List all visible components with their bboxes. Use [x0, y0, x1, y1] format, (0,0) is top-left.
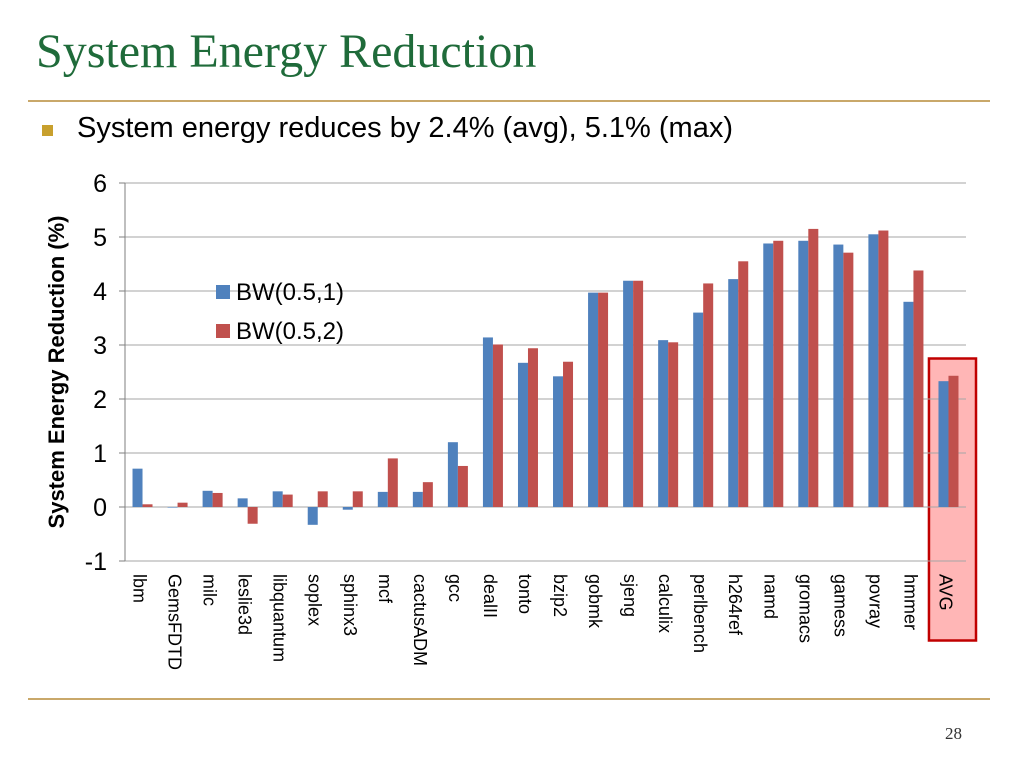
bar-series2-cactusADM [422, 482, 433, 507]
legend-label-1: BW(0.5,1) [236, 279, 344, 306]
bullet-square-icon [42, 125, 53, 136]
x-tick-label: bzip2 [550, 574, 570, 617]
bar-series2-namd [773, 240, 784, 507]
bar-series2-leslie3d [247, 507, 258, 524]
y-tick-label: 1 [93, 440, 107, 468]
x-tick-label: cactusADM [410, 574, 430, 666]
bar-series1-calculix [658, 340, 669, 507]
x-tick-label: GemsFDTD [165, 574, 185, 670]
bar-series2-soplex [317, 491, 328, 507]
bar-chart: -1 0 1 2 3 4 5 6 System Energy Reduction (%) lbm G… [44, 170, 978, 670]
bar-series1-cactusADM [412, 491, 423, 507]
y-tick-label: 5 [93, 224, 107, 252]
bar-series2-h264ref [738, 261, 749, 507]
bar-series1-gobmk [588, 292, 599, 507]
bar-series2-gobmk [598, 292, 609, 507]
x-tick-label: mcf [375, 574, 395, 604]
bullet-point: System energy reduces by 2.4% (avg), 5.1… [42, 112, 733, 145]
legend-label-2: BW(0.5,2) [236, 318, 344, 345]
bar-series2-mcf [387, 458, 398, 507]
page-number: 28 [945, 724, 962, 743]
legend-swatch-1 [216, 285, 230, 299]
bar-series2-gamess [843, 252, 854, 507]
bar-series1-libquantum [272, 491, 283, 507]
legend-swatch-2 [216, 324, 230, 338]
bar-series1-gamess [833, 244, 844, 507]
x-tick-label: tonto [515, 574, 535, 614]
x-tick-label: sjeng [620, 574, 640, 617]
bar-series2-GemsFDTD [177, 502, 188, 507]
bar-series2-lbm [142, 504, 153, 507]
y-tick-label: 0 [93, 494, 107, 522]
bar-series1-dealII [482, 337, 493, 507]
slide-title: System Energy Reduction [36, 25, 537, 78]
y-tick-label: 2 [93, 386, 107, 414]
y-tick-label: 4 [93, 278, 107, 306]
y-tick-label: 6 [93, 170, 107, 198]
x-tick-label: soplex [305, 574, 325, 626]
title-divider [28, 100, 990, 102]
x-tick-label: h264ref [725, 574, 745, 636]
bar-series1-GemsFDTD [167, 507, 178, 508]
bar-series2-libquantum [282, 494, 293, 507]
x-tick-label: lbm [130, 574, 150, 603]
bar-series1-sjeng [623, 280, 634, 507]
x-tick-label: sphinx3 [340, 574, 360, 636]
x-tick-label: hmmer [900, 574, 920, 630]
x-tick-label: milc [200, 574, 220, 606]
x-tick-label: gobmk [585, 574, 605, 629]
bar-series2-dealII [492, 344, 503, 507]
bar-series1-gcc [447, 442, 458, 507]
bar-series1-h264ref [728, 279, 739, 507]
bar-series1-povray [868, 234, 879, 508]
x-tick-label: povray [865, 574, 885, 628]
x-tick-label: dealII [480, 574, 500, 618]
y-axis-title: System Energy Reduction (%) [44, 216, 69, 529]
bar-series2-sjeng [633, 280, 644, 507]
bar-series2-calculix [668, 342, 679, 507]
y-tick-label: 3 [93, 332, 107, 360]
x-tick-label: libquantum [270, 574, 290, 662]
bar-series1-soplex [307, 507, 318, 525]
bar-series2-gromacs [808, 228, 819, 507]
bar-series2-hmmer [913, 270, 924, 507]
bar-series1-namd [763, 243, 774, 507]
x-tick-label: perlbench [690, 574, 710, 653]
bar-series2-tonto [527, 348, 538, 507]
bar-series1-hmmer [903, 301, 914, 507]
bar-series1-bzip2 [553, 376, 564, 507]
bar-series2-perlbench [703, 283, 714, 507]
bar-series1-milc [202, 490, 213, 507]
bar-series2-gcc [457, 465, 468, 507]
bullet-text: System energy reduces by 2.4% (avg), 5.1… [77, 112, 733, 144]
x-tick-label: leslie3d [235, 574, 255, 635]
x-tick-label: AVG [935, 574, 955, 611]
bar-series1-sphinx3 [342, 507, 353, 510]
x-tick-label: gcc [445, 574, 465, 602]
bar-series1-perlbench [693, 312, 704, 507]
x-tick-label: calculix [655, 574, 675, 633]
bar-series2-AVG [948, 375, 959, 507]
bar-series2-bzip2 [563, 361, 574, 507]
bar-series1-mcf [377, 491, 388, 507]
y-tick-label: -1 [85, 548, 107, 576]
bar-series2-povray [878, 230, 889, 507]
bar-series1-lbm [132, 468, 143, 507]
bar-series1-AVG [938, 381, 949, 507]
x-tick-label: namd [760, 574, 780, 619]
x-tick-label: gromacs [795, 574, 815, 643]
bar-series2-milc [212, 492, 223, 507]
bar-series1-gromacs [798, 240, 809, 507]
bar-series2-sphinx3 [352, 491, 363, 507]
bar-series1-leslie3d [237, 498, 248, 507]
bar-series1-tonto [517, 362, 528, 507]
x-tick-label: gamess [830, 574, 850, 637]
footer-divider [28, 698, 990, 700]
